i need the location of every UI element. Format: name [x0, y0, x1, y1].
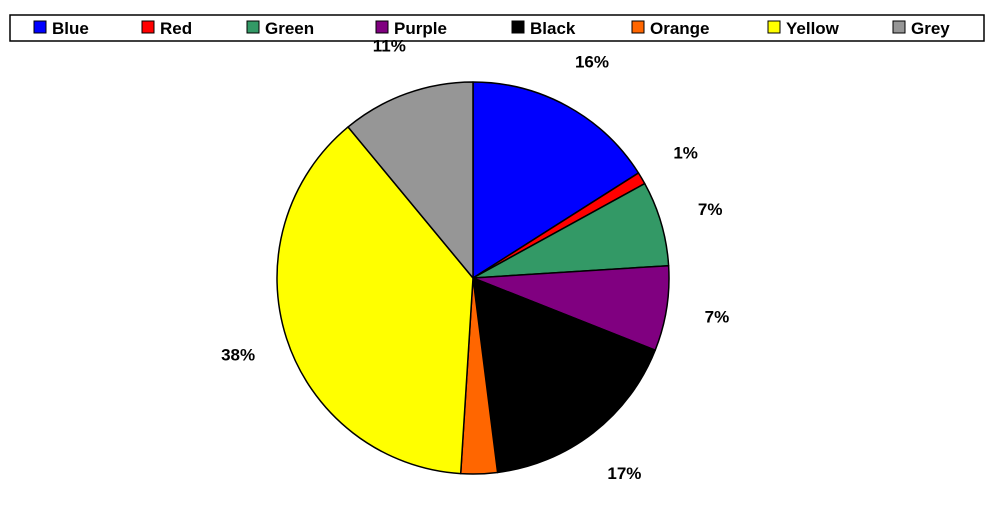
- legend-key-grey: [892, 20, 906, 34]
- slice-label-purple: 7%: [705, 308, 730, 327]
- legend-label-black: Black: [530, 19, 576, 38]
- slice-label-grey: 11%: [373, 37, 406, 56]
- slice-label-blue: 16%: [575, 53, 609, 72]
- slice-label-green: 7%: [698, 200, 723, 219]
- legend-key-blue: [33, 20, 47, 34]
- legend-label-orange: Orange: [650, 19, 710, 38]
- legend-key-yellow: [767, 20, 781, 34]
- legend-label-blue: Blue: [52, 19, 89, 38]
- slice-label-red: 1%: [673, 143, 698, 162]
- pie-slice-blue: [472, 81, 640, 279]
- legend-label-red: Red: [160, 19, 192, 38]
- legend-key-red: [141, 20, 155, 34]
- legend-label-green: Green: [265, 19, 314, 38]
- legend-key-purple: [375, 20, 389, 34]
- legend-label-purple: Purple: [394, 19, 447, 38]
- legend-key-green: [246, 20, 260, 34]
- legend-box: [9, 14, 985, 42]
- pie-slice-yellow: [276, 126, 474, 475]
- legend-label-grey: Grey: [911, 19, 950, 38]
- pie-slices: [276, 81, 670, 475]
- legend-label-yellow: Yellow: [786, 19, 840, 38]
- slice-label-yellow: 38%: [221, 345, 255, 364]
- pie-slice-grey: [347, 81, 474, 279]
- slice-labels: 16%1%7%7%17%3%38%11%: [221, 37, 730, 484]
- slice-label-black: 17%: [607, 464, 641, 483]
- legend-key-black: [511, 20, 525, 34]
- pie-slice-black: [472, 277, 656, 474]
- legend: Blue Red Green Purple Black Orange Yellow Grey: [9, 14, 985, 42]
- legend-key-orange: [631, 20, 645, 34]
